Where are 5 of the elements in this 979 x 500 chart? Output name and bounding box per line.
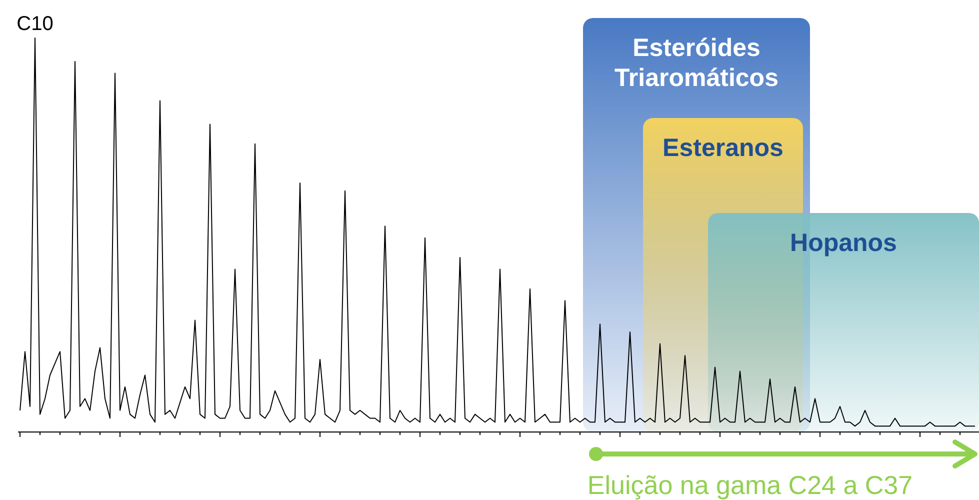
annotation: Hopanos: [790, 229, 897, 257]
annotation: C10: [16, 13, 54, 35]
annotation: Esteranos: [662, 134, 784, 162]
text: Eluição na gama C24 a C37: [587, 470, 913, 500]
annotation: Esteróides Triaromáticos: [614, 34, 778, 92]
